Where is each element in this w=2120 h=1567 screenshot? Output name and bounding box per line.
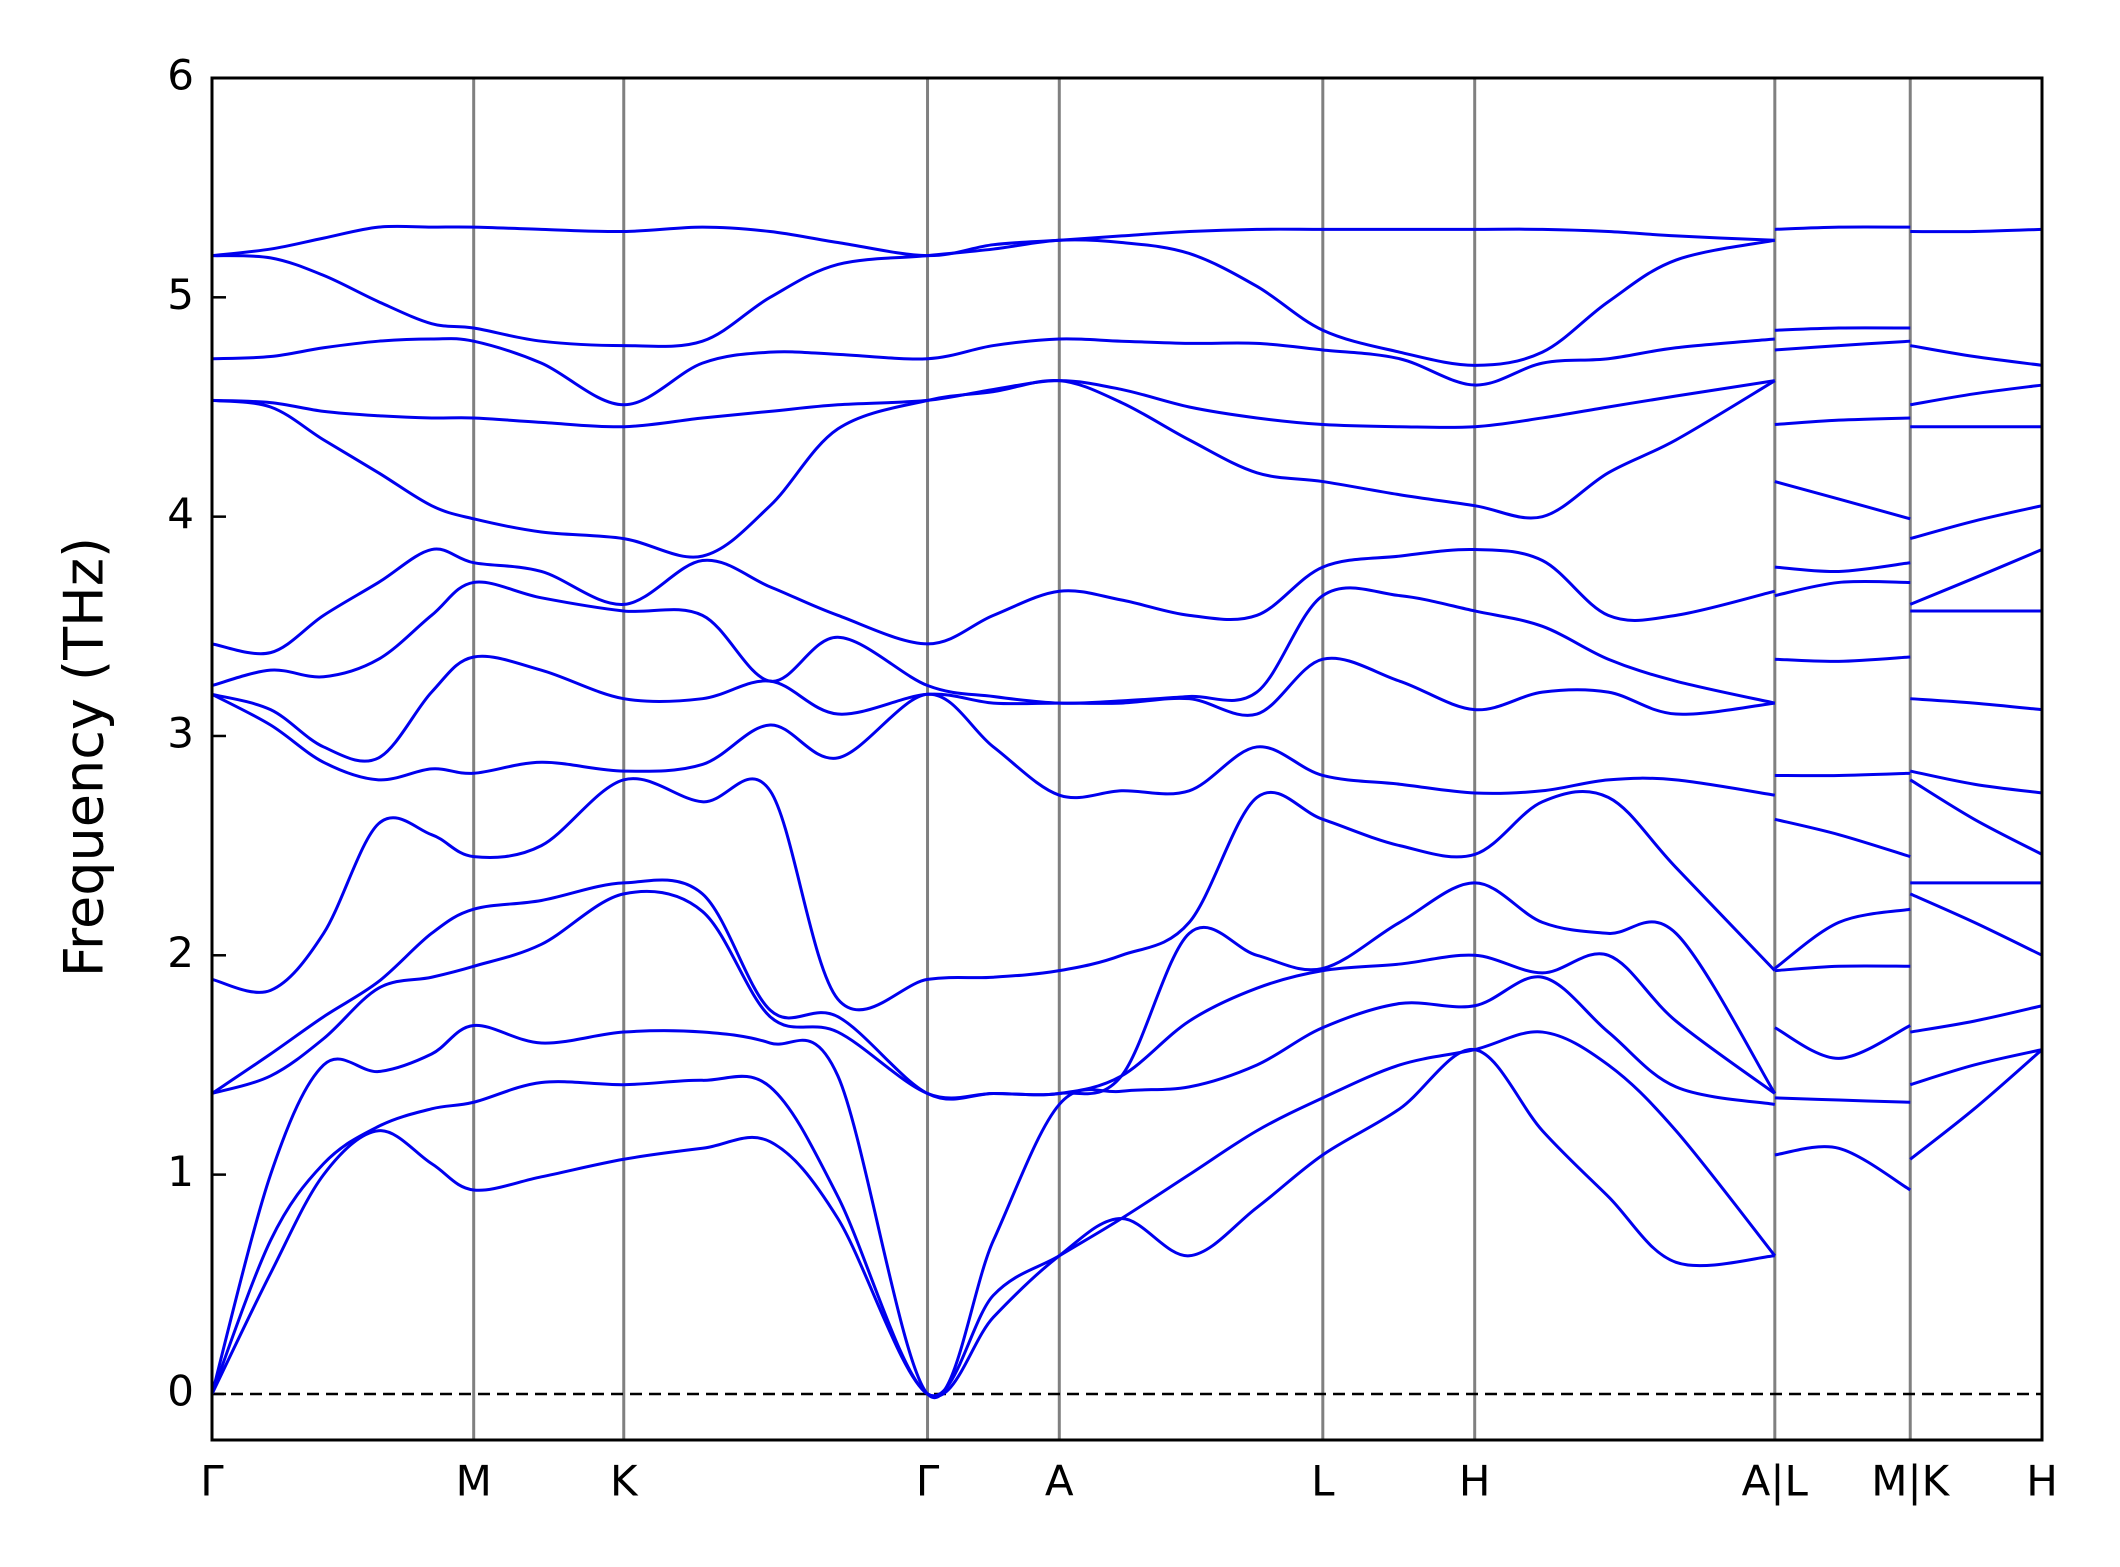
x-tick-label: M|K (1871, 1457, 1950, 1506)
y-tick-label: 5 (167, 270, 194, 319)
x-tick-label: Γ (916, 1457, 940, 1506)
x-tick-label: A (1045, 1457, 1074, 1506)
x-tick-label: Γ (200, 1457, 224, 1506)
plot-frame (210, 76, 2044, 1442)
band-line (211, 547, 2043, 656)
band-line (211, 777, 2043, 1012)
y-tick-label: 6 (167, 51, 194, 100)
band-line (211, 337, 2043, 407)
x-tick-label: M (456, 1457, 492, 1506)
y-tick-label: 0 (167, 1366, 194, 1415)
x-tick-label: A|L (1742, 1457, 1809, 1506)
band-line (211, 654, 2043, 763)
y-axis-label: Frequency (THz) (53, 537, 116, 977)
band-line (211, 379, 2042, 429)
y-tick-label: 4 (167, 489, 194, 538)
band-line (211, 878, 2042, 1101)
band-line (210, 975, 2043, 1399)
y-tick-label: 1 (167, 1147, 194, 1196)
band-line (211, 224, 2043, 258)
x-tick-label: H (2026, 1457, 2058, 1506)
band-line (210, 1048, 2043, 1398)
band-line (211, 579, 2042, 705)
band-line (211, 238, 2043, 367)
x-tick-label: H (1459, 1457, 1491, 1506)
y-tick-label: 3 (167, 708, 194, 757)
band-line (211, 378, 2043, 559)
band-line (211, 692, 2043, 800)
x-tick-label: K (610, 1457, 639, 1506)
y-tick-label: 2 (167, 928, 194, 977)
x-tick-label: L (1311, 1457, 1335, 1506)
